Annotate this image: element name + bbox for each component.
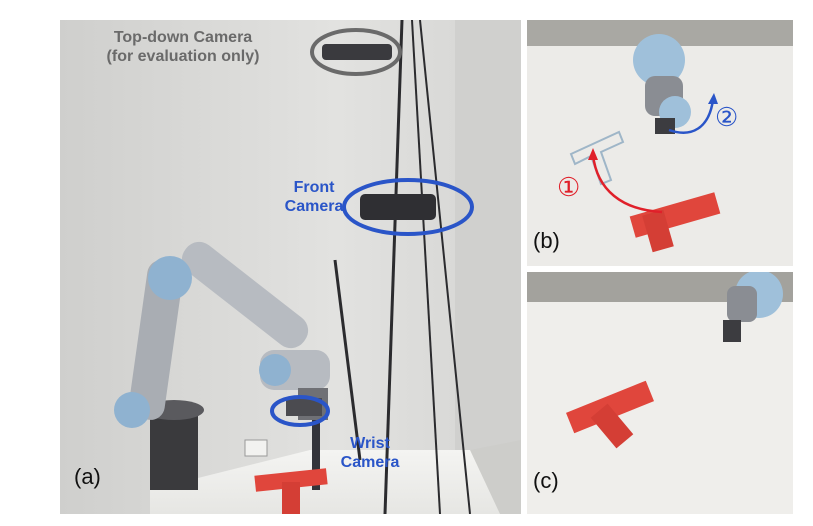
front-camera-label: Front Camera: [274, 178, 354, 216]
panel-a-label: (a): [74, 464, 101, 489]
top-camera-label-line1: Top-down Camera: [113, 29, 253, 46]
wrist-camera-label: Wrist Camera: [326, 434, 414, 472]
front-camera-label-line2: Camera: [284, 198, 344, 215]
topdown-result-illustration: [527, 272, 793, 514]
panel-c-label: (c): [533, 468, 559, 493]
topdown-trajectory-illustration: [527, 20, 793, 266]
top-camera-label-line2: (for evaluation only): [106, 48, 260, 65]
robot-scene-illustration: [60, 20, 521, 514]
step-one-marker: ①: [557, 172, 581, 202]
panel-a-scene: Top-down Camera (for evaluation only) Fr…: [60, 20, 521, 514]
step-two-marker: ②: [715, 102, 739, 132]
top-camera-label: Top-down Camera (for evaluation only): [78, 28, 288, 66]
panel-b-topdown: ① ② (b): [527, 20, 793, 266]
wrist-camera-label-line2: Camera: [340, 454, 400, 471]
wrist-camera-label-line1: Wrist: [350, 435, 390, 452]
panel-c-topdown: (c): [527, 272, 793, 514]
front-camera-label-line1: Front: [293, 179, 335, 196]
panel-b-label: (b): [533, 228, 560, 253]
